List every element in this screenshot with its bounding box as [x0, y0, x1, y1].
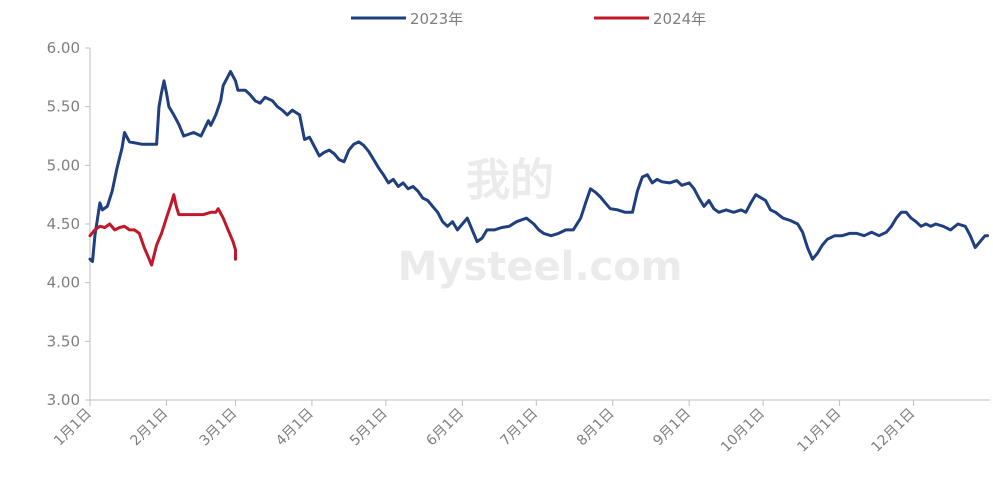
legend: 2023年 2024年 [351, 10, 706, 28]
y-tick-label: 3.50 [47, 332, 80, 350]
x-tick-label: 3月1日 [197, 406, 241, 450]
y-tick-label: 5.50 [47, 98, 80, 116]
x-tick-label: 8月1日 [574, 406, 618, 450]
legend-label-2024: 2024年 [653, 10, 706, 28]
x-tick-label: 5月1日 [347, 406, 391, 450]
series-layer [88, 70, 989, 267]
watermark-logo-text: 我的 [466, 155, 554, 206]
watermark-brand-text: Mysteel.com [398, 244, 683, 290]
series-line-2023 [88, 70, 989, 263]
x-tick-label: 1月1日 [51, 406, 95, 450]
y-tick-label: 4.00 [47, 274, 80, 292]
x-tick-label: 4月1日 [273, 406, 317, 450]
watermark: 我的 Mysteel.com [398, 155, 683, 290]
x-tick-label: 10月1日 [718, 406, 768, 456]
y-tick-label: 3.00 [47, 391, 80, 409]
series-line-2024 [88, 193, 237, 267]
y-tick-label: 4.50 [47, 215, 80, 233]
x-tick-label: 12月1日 [868, 406, 918, 456]
x-tick-label: 7月1日 [497, 406, 541, 450]
y-tick-label: 5.00 [47, 156, 80, 174]
x-tick-label: 6月1日 [423, 406, 467, 450]
legend-item-2024: 2024年 [594, 10, 706, 28]
y-tick-label: 6.00 [47, 39, 80, 57]
x-tick-label: 11月1日 [794, 406, 844, 456]
legend-item-2023: 2023年 [351, 10, 463, 28]
legend-label-2023: 2023年 [410, 10, 463, 28]
x-tick-label: 2月1日 [128, 406, 172, 450]
x-tick-label: 9月1日 [650, 406, 694, 450]
